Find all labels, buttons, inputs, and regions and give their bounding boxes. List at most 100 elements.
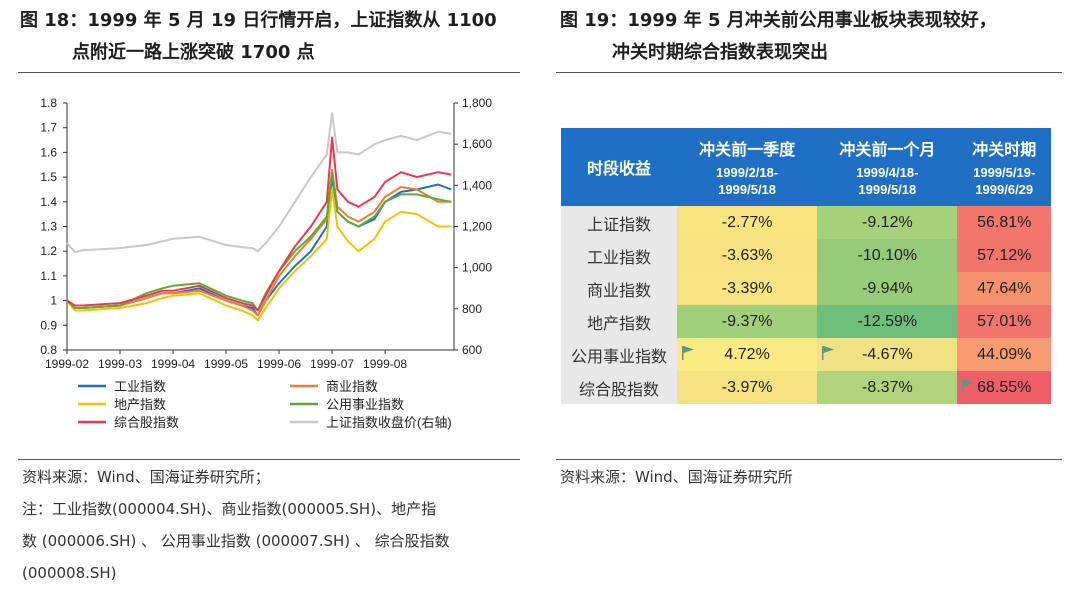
title-divider-left bbox=[18, 72, 520, 73]
header-col-1: 冲关前一季度 1999/2/18- 1999/5/18 bbox=[677, 128, 818, 206]
legend-label: 工业指数 bbox=[114, 379, 166, 394]
header-col-3-range-end: 1999/6/29 bbox=[975, 182, 1034, 197]
x-tick-label: 1999-08 bbox=[363, 357, 407, 371]
x-tick-label: 1999-07 bbox=[310, 357, 354, 371]
y-left-tick-label: 1.3 bbox=[40, 220, 57, 234]
series-line-3 bbox=[66, 171, 452, 312]
y-left-tick-label: 1.8 bbox=[40, 96, 57, 110]
row-label: 商业指数 bbox=[561, 272, 677, 305]
return-value: 68.55% bbox=[977, 378, 1032, 396]
return-cell: 47.64% bbox=[957, 272, 1051, 305]
return-cell: -3.97% bbox=[677, 371, 818, 404]
x-tick-label: 1999-05 bbox=[204, 357, 248, 371]
figure-18-title-line1: 图 18：1999 年 5 月 19 日行情开启，上证指数从 1100 bbox=[20, 10, 497, 31]
return-cell: -3.39% bbox=[677, 272, 818, 305]
header-col-2: 冲关前一个月 1999/4/18- 1999/5/18 bbox=[817, 128, 958, 206]
header-col-3-range-start: 1999/5/19- bbox=[973, 165, 1036, 180]
y-left-tick-label: 1.5 bbox=[40, 170, 57, 184]
return-value: -12.59% bbox=[857, 312, 918, 330]
return-cell: 57.12% bbox=[957, 239, 1051, 272]
series-line-5 bbox=[66, 112, 452, 254]
return-value: -2.77% bbox=[721, 213, 773, 231]
series-line-2 bbox=[66, 188, 452, 322]
x-tick-label: 1999-06 bbox=[257, 357, 301, 371]
y-left-tick-label: 1.6 bbox=[40, 145, 57, 159]
header-col-2-range-end: 1999/5/18 bbox=[858, 182, 917, 197]
return-value: 4.72% bbox=[724, 345, 770, 363]
return-cell: -2.77% bbox=[677, 206, 818, 239]
return-value: -9.12% bbox=[862, 213, 913, 231]
return-cell: 68.55% bbox=[957, 371, 1051, 404]
chart-lines bbox=[66, 112, 452, 322]
return-value: 57.01% bbox=[977, 312, 1032, 330]
return-value: -4.67% bbox=[862, 345, 913, 363]
flag-icon bbox=[822, 346, 835, 360]
header-col-1-title: 冲关前一季度 bbox=[699, 142, 796, 159]
return-cell: -4.67% bbox=[817, 338, 958, 371]
header-col-1-range-start: 1999/2/18- bbox=[716, 165, 779, 180]
header-col-2-title: 冲关前一个月 bbox=[839, 142, 936, 159]
row-label: 综合股指数 bbox=[561, 371, 677, 404]
y-left-tick-label: 1 bbox=[50, 294, 57, 308]
return-value: -3.63% bbox=[721, 246, 773, 264]
return-value: 57.12% bbox=[977, 246, 1032, 264]
legend-label: 上证指数收盘价(右轴) bbox=[326, 415, 452, 430]
note-line-1: 注：工业指数(000004.SH)、商业指数(000005.SH)、地产指 bbox=[22, 500, 437, 518]
y-right-tick-label: 1,000 bbox=[462, 261, 492, 275]
table-row: 地产指数 -9.37% -12.59% 57.01% bbox=[561, 305, 1051, 338]
chart-axes: 0.8 0.9 1 1.1 1.2 1.3 1.4 1.5 1.6 1.7 1.8 600 800 1,0… bbox=[40, 96, 492, 371]
figure-19-title-line1: 图 19：1999 年 5 月冲关前公用事业板块表现较好， bbox=[560, 10, 997, 31]
table-row: 综合股指数 -3.97% -8.37% 68.55% bbox=[561, 371, 1051, 404]
header-col-1-range-end: 1999/5/18 bbox=[718, 182, 777, 197]
return-value: -9.94% bbox=[862, 279, 913, 297]
table-row: 上证指数 -2.77% -9.12% 56.81% bbox=[561, 206, 1051, 239]
header-col-2-range-start: 1999/4/18- bbox=[856, 165, 919, 180]
source-divider-right bbox=[556, 459, 1062, 460]
y-left-tick-label: 0.8 bbox=[40, 343, 57, 357]
return-cell: -9.94% bbox=[817, 272, 958, 305]
header-col-3-title: 冲关时期 bbox=[972, 142, 1037, 159]
source-divider-left bbox=[18, 459, 520, 460]
flag-icon bbox=[962, 379, 975, 393]
legend-label: 综合股指数 bbox=[114, 415, 179, 430]
note-line-3: (000008.SH) bbox=[22, 564, 117, 582]
y-right-tick-label: 800 bbox=[462, 302, 482, 316]
y-right-tick-label: 1,200 bbox=[462, 220, 492, 234]
return-value: -9.37% bbox=[721, 312, 773, 330]
return-value: 44.09% bbox=[977, 345, 1032, 363]
x-tick-label: 1999-03 bbox=[98, 357, 142, 371]
table-row: 公用事业指数 4.72% -4.67% 44.09% bbox=[561, 338, 1051, 371]
return-cell: 56.81% bbox=[957, 206, 1051, 239]
y-left-tick-label: 1.4 bbox=[40, 195, 57, 209]
return-cell: -3.63% bbox=[677, 239, 818, 272]
return-value: -3.97% bbox=[721, 378, 773, 396]
y-right-tick-label: 1,600 bbox=[462, 137, 492, 151]
return-cell: -9.12% bbox=[817, 206, 958, 239]
return-value: 47.64% bbox=[977, 279, 1032, 297]
y-left-tick-label: 0.9 bbox=[40, 318, 57, 332]
return-value: -10.10% bbox=[857, 246, 918, 264]
table-row: 商业指数 -3.39% -9.94% 47.64% bbox=[561, 272, 1051, 305]
table-body: 上证指数 -2.77% -9.12% 56.81% 工业指数 -3.63% -10.10% 5… bbox=[561, 206, 1051, 404]
y-right-tick-label: 600 bbox=[462, 343, 482, 357]
title-divider-right bbox=[556, 72, 1062, 73]
x-tick-label: 1999-02 bbox=[45, 357, 89, 371]
x-tick-label: 1999-04 bbox=[151, 357, 195, 371]
return-cell: -8.37% bbox=[817, 371, 958, 404]
series-line-1 bbox=[66, 168, 452, 317]
y-left-tick-label: 1.2 bbox=[40, 244, 57, 258]
y-left-tick-label: 1.1 bbox=[40, 269, 57, 283]
line-chart: 0.8 0.9 1 1.1 1.2 1.3 1.4 1.5 1.6 1.7 1.8 600 800 1,0… bbox=[40, 96, 492, 430]
return-value: 56.81% bbox=[977, 213, 1032, 231]
return-cell: -10.10% bbox=[817, 239, 958, 272]
row-label: 公用事业指数 bbox=[561, 338, 677, 371]
return-cell: 57.01% bbox=[957, 305, 1051, 338]
row-label: 工业指数 bbox=[561, 239, 677, 272]
row-label: 上证指数 bbox=[561, 206, 677, 239]
sector-return-table: 时段收益 冲关前一季度 1999/2/18- 1999/5/18 冲关前一个月 … bbox=[561, 128, 1051, 404]
return-cell: 4.72% bbox=[677, 338, 818, 371]
return-value: -3.39% bbox=[721, 279, 773, 297]
header-label: 时段收益 bbox=[561, 128, 677, 206]
legend-label: 商业指数 bbox=[326, 379, 378, 394]
